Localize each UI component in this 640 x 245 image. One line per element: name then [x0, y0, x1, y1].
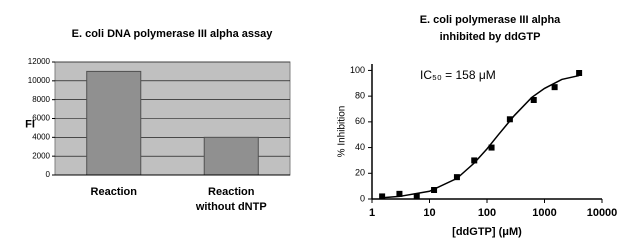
x-tick-label: 100	[478, 207, 496, 219]
y-tick-label: 2000	[32, 151, 50, 160]
data-point	[530, 97, 537, 103]
y-tick-label: 4000	[32, 132, 50, 141]
chart-title: inhibited by ddGTP	[440, 31, 541, 43]
y-tick-label: 0	[360, 193, 365, 203]
fit-line	[382, 74, 580, 199]
data-point	[506, 116, 513, 123]
y-axis-label: % Inhibition	[337, 106, 348, 158]
x-tick-label: Reaction	[91, 186, 138, 198]
data-point	[396, 190, 403, 197]
data-point	[379, 193, 386, 200]
data-point	[488, 144, 495, 151]
x-tick-label: 10000	[587, 207, 618, 219]
x-tick-label: 10	[423, 207, 435, 219]
y-tick-label: 60	[355, 116, 365, 126]
chart-title: E. coli polymerase III alpha	[420, 14, 561, 26]
bar	[203, 136, 259, 176]
data-point	[413, 193, 420, 200]
bar	[86, 70, 142, 176]
y-tick-label: 40	[355, 142, 365, 152]
chart-title: E. coli DNA polymerase III alpha assay	[72, 28, 274, 40]
y-tick-label: 80	[355, 91, 365, 101]
annotation: IC₅₀ = 158 μM	[420, 68, 496, 82]
y-tick-label: 0	[46, 170, 51, 179]
y-tick-label: 20	[355, 168, 365, 178]
x-tick-label: 1000	[532, 207, 556, 219]
data-point	[453, 174, 460, 181]
x-axis-label: [ddGTP] (μM)	[452, 226, 522, 238]
data-point	[471, 157, 478, 164]
data-point	[576, 70, 583, 76]
data-point	[551, 84, 558, 91]
y-tick-label: 12000	[28, 57, 51, 66]
x-tick-label: 1	[369, 207, 375, 219]
y-tick-label: 10000	[28, 76, 51, 85]
data-point	[431, 187, 438, 193]
y-axis-label: FI	[25, 118, 35, 130]
y-tick-label: 6000	[32, 114, 50, 123]
x-tick-label: Reaction	[208, 186, 255, 198]
y-tick-label: 100	[350, 65, 365, 75]
x-tick-label: without dNTP	[195, 201, 267, 213]
y-tick-label: 8000	[32, 95, 50, 104]
